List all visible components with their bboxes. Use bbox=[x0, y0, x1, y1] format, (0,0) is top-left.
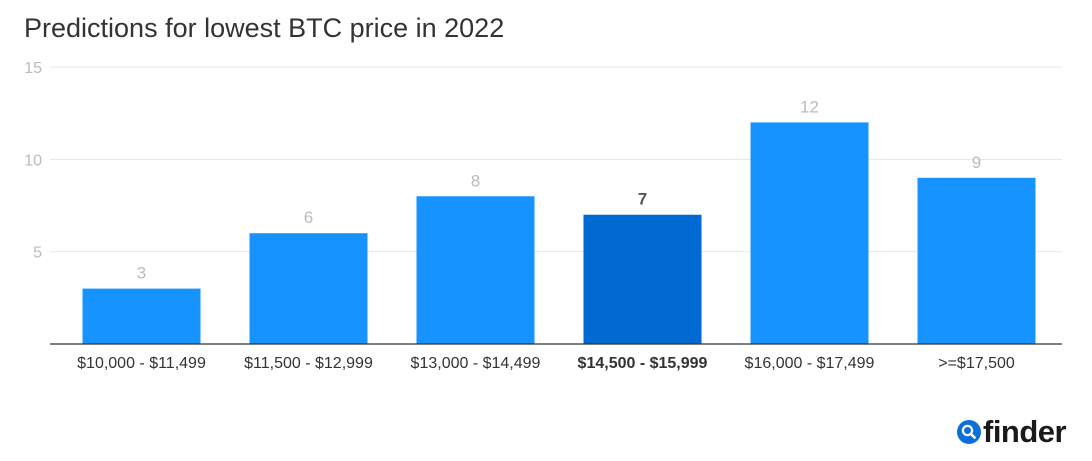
bars bbox=[82, 122, 1036, 345]
bar bbox=[583, 214, 702, 344]
finder-logo: finder bbox=[957, 414, 1067, 449]
data-label: 12 bbox=[800, 97, 819, 116]
x-tick-label: $13,000 - $14,499 bbox=[411, 355, 541, 372]
x-tick-label: $11,500 - $12,999 bbox=[244, 355, 373, 372]
data-label: 7 bbox=[638, 190, 647, 209]
y-axis: 5 10 15 bbox=[24, 60, 42, 262]
x-axis: $10,000 - $11,499 $11,500 - $12,999 $13,00… bbox=[50, 343, 1062, 372]
y-tick-label: 5 bbox=[33, 245, 42, 262]
y-tick-label: 15 bbox=[24, 60, 42, 77]
x-tick-label: $10,000 - $11,499 bbox=[77, 355, 206, 372]
data-label: 6 bbox=[304, 208, 313, 227]
y-tick-label: 10 bbox=[24, 152, 42, 169]
x-tick-label: $16,000 - $17,499 bbox=[745, 355, 875, 372]
bar bbox=[416, 196, 535, 344]
search-icon bbox=[957, 420, 981, 444]
data-label: 3 bbox=[137, 264, 146, 283]
grid-lines bbox=[50, 66, 1062, 253]
data-label: 9 bbox=[972, 153, 981, 172]
bar bbox=[917, 177, 1036, 344]
bar bbox=[750, 122, 869, 345]
data-labels: 3 6 8 7 12 9 bbox=[137, 97, 981, 282]
x-tick-label: >=$17,500 bbox=[938, 355, 1015, 372]
brand-name: finder bbox=[983, 414, 1067, 449]
bar bbox=[249, 233, 368, 344]
chart-title: Predictions for lowest BTC price in 2022 bbox=[24, 13, 505, 43]
data-label: 8 bbox=[471, 171, 480, 190]
bar bbox=[82, 288, 201, 344]
x-tick-label: $14,500 - $15,999 bbox=[578, 355, 708, 372]
